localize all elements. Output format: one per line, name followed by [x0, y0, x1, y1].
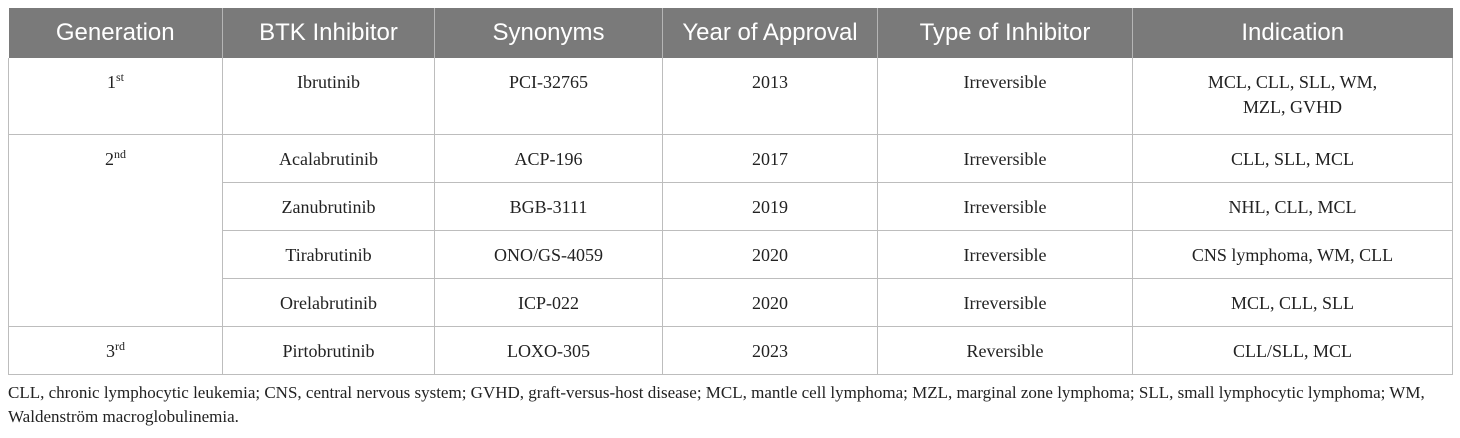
synonyms-cell: BGB-3111: [434, 182, 663, 231]
table-row: Zanubrutinib BGB-3111 2019 Irreversible …: [9, 182, 1453, 231]
synonyms-cell: LOXO-305: [434, 326, 663, 375]
generation-ordinal: st: [115, 70, 124, 84]
generation-ordinal: rd: [115, 338, 125, 353]
indication-cell: MCL, CLL, SLL, WM, MZL, GVHD: [1132, 58, 1453, 135]
type-cell: Irreversible: [877, 278, 1133, 327]
indication-line: MCL, CLL, SLL, WM,: [1207, 72, 1378, 92]
generation-ordinal: nd: [114, 146, 126, 161]
year-cell: 2019: [662, 182, 878, 231]
generation-cell: 2nd: [8, 134, 223, 327]
indication-cell: CLL/SLL, MCL: [1132, 326, 1453, 375]
generation-number: 2: [105, 148, 114, 169]
synonyms-cell: PCI-32765: [434, 58, 663, 135]
synonyms-cell: ICP-022: [434, 278, 663, 327]
inhibitor-cell: Orelabrutinib: [222, 278, 435, 327]
generation-number: 1: [106, 72, 116, 92]
indication-cell: CNS lymphoma, WM, CLL: [1132, 230, 1453, 279]
synonyms-cell: ONO/GS-4059: [434, 230, 663, 279]
table-row: 1st Ibrutinib PCI-32765 2013 Irreversibl…: [8, 58, 1453, 135]
type-cell: Irreversible: [877, 230, 1133, 279]
synonyms-cell: ACP-196: [434, 134, 663, 183]
year-cell: 2020: [662, 278, 878, 327]
table-body: 1st Ibrutinib PCI-32765 2013 Irreversibl…: [8, 58, 1453, 375]
table-header: Generation BTK Inhibitor Synonyms Year o…: [8, 8, 1453, 58]
generation-cell: 1st: [8, 58, 223, 135]
inhibitor-cell: Zanubrutinib: [222, 182, 435, 231]
indication-cell: CLL, SLL, MCL: [1132, 134, 1453, 183]
table-row: Orelabrutinib ICP-022 2020 Irreversible …: [9, 278, 1453, 327]
type-cell: Irreversible: [877, 182, 1133, 231]
generation-cell: 3rd: [8, 326, 223, 375]
header-indication: Indication: [1132, 8, 1453, 58]
type-cell: Reversible: [877, 326, 1133, 375]
inhibitor-cell: Acalabrutinib: [222, 134, 435, 183]
header-type-of-inhibitor: Type of Inhibitor: [877, 8, 1133, 58]
btk-inhibitor-table: Generation BTK Inhibitor Synonyms Year o…: [8, 8, 1453, 375]
year-cell: 2020: [662, 230, 878, 279]
header-btk-inhibitor: BTK Inhibitor: [222, 8, 435, 58]
indication-line: MZL, GVHD: [1243, 97, 1342, 117]
indication-cell: NHL, CLL, MCL: [1132, 182, 1453, 231]
header-synonyms: Synonyms: [434, 8, 663, 58]
inhibitor-cell: Pirtobrutinib: [222, 326, 435, 375]
type-cell: Irreversible: [877, 134, 1133, 183]
inhibitor-cell: Ibrutinib: [222, 58, 435, 135]
year-cell: 2017: [662, 134, 878, 183]
table-footnote: CLL, chronic lymphocytic leukemia; CNS, …: [8, 382, 1425, 426]
table-row: 2nd Acalabrutinib ACP-196 2017 Irreversi…: [8, 134, 1453, 327]
header-row: Generation BTK Inhibitor Synonyms Year o…: [8, 8, 1453, 58]
type-cell: Irreversible: [877, 58, 1133, 135]
table-row: 3rd Pirtobrutinib LOXO-305 2023 Reversib…: [8, 326, 1453, 375]
inhibitor-cell: Tirabrutinib: [222, 230, 435, 279]
header-generation: Generation: [8, 8, 223, 58]
year-cell: 2013: [662, 58, 878, 135]
table-row: Tirabrutinib ONO/GS-4059 2020 Irreversib…: [9, 230, 1453, 279]
header-year-of-approval: Year of Approval: [662, 8, 878, 58]
generation-number: 3: [106, 340, 115, 361]
table-container: Generation BTK Inhibitor Synonyms Year o…: [8, 8, 1453, 429]
year-cell: 2023: [662, 326, 878, 375]
indication-cell: MCL, CLL, SLL: [1132, 278, 1453, 327]
